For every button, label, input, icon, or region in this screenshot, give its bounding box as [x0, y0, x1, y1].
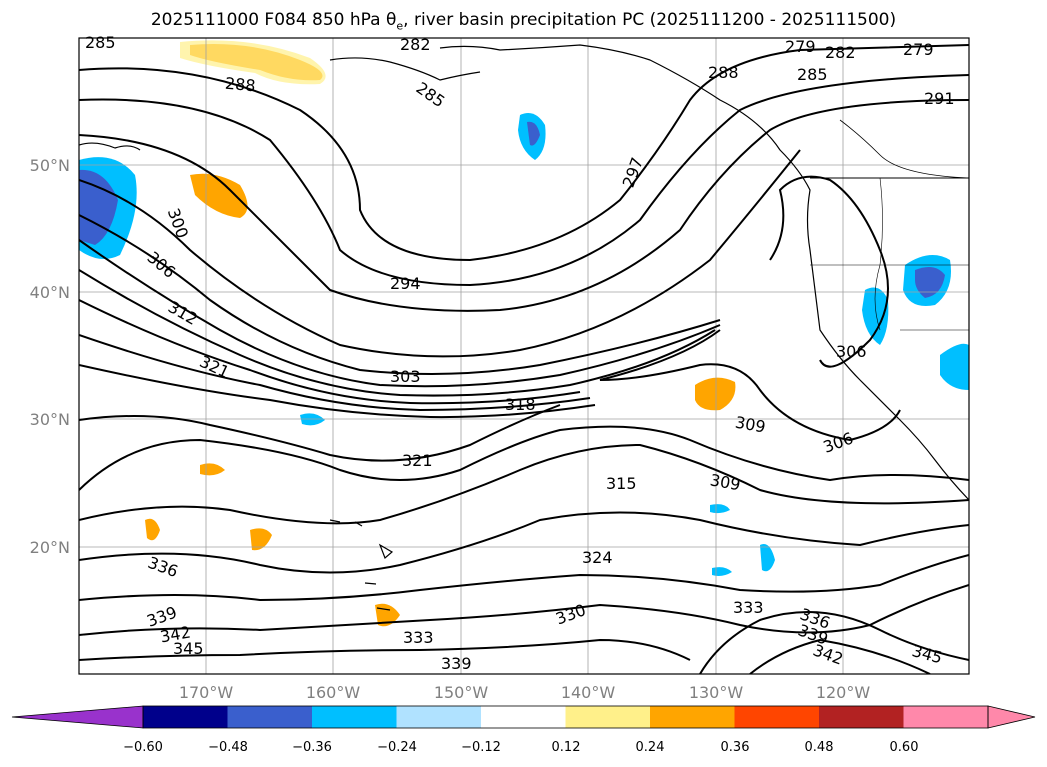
theta-e-contours — [79, 44, 969, 674]
colorbar-under-arrow — [11, 705, 144, 729]
colorbar-tick-label: 0.48 — [805, 740, 834, 755]
lat-tick-label: 50°N — [30, 156, 70, 175]
lon-tick-labels: 170°W 160°W 150°W 140°W 130°W 120°W — [179, 683, 871, 702]
lat-tick-label: 30°N — [30, 410, 70, 429]
contour-label: 288 — [224, 74, 256, 96]
contour-label: 345 — [173, 639, 204, 658]
lat-tick-label: 40°N — [30, 283, 70, 302]
colorbar-cell — [650, 706, 735, 728]
colorbar-tick-label: −0.60 — [123, 740, 163, 755]
colorbar-tick-label: 0.36 — [721, 740, 750, 755]
colorbar-tick-label: 0.24 — [636, 740, 665, 755]
shade-negative-baja — [760, 544, 775, 572]
map-frame — [78, 37, 970, 675]
shade-negative-south2 — [712, 567, 732, 576]
shade-positive-west2 — [190, 173, 248, 218]
colorbar-cell — [312, 706, 397, 728]
colorbar-cell — [903, 706, 989, 728]
colorbar-cell — [227, 706, 313, 728]
contour-label: 315 — [606, 474, 637, 493]
contour-label: 279 — [785, 37, 816, 56]
colorbar-cell — [819, 706, 904, 728]
colorbar-cell — [143, 706, 228, 728]
shade-positive-sw3 — [250, 528, 272, 551]
precipitation-shading — [79, 40, 969, 627]
contour-label: 303 — [390, 367, 421, 386]
shade-negative-gulf-core — [527, 121, 540, 146]
colorbar-over-arrow — [987, 705, 1036, 729]
colorbar-tick-label: −0.48 — [208, 740, 248, 755]
figure-title: 2025111000 F084 850 hPa θe, river basin … — [150, 10, 897, 33]
contour-label: 339 — [441, 654, 472, 673]
colorbar-tick-labels: −0.60 −0.48 −0.36 −0.24 −0.12 0.12 0.24 … — [123, 740, 918, 755]
shade-negative-se — [940, 343, 969, 390]
shade-negative-nw-us — [862, 287, 889, 345]
contour-label: 321 — [402, 451, 433, 470]
shade-positive-hawaii-s — [375, 603, 400, 627]
colorbar-cell — [396, 706, 482, 728]
shade-positive-mid — [695, 377, 736, 411]
shade-positive-sw2 — [145, 518, 160, 541]
contour-label: 306 — [836, 342, 867, 361]
shade-negative-rockies-core — [915, 266, 945, 298]
contour-label: 333 — [733, 598, 764, 617]
colorbar-cell — [565, 706, 651, 728]
contour-label: 282 — [825, 43, 856, 62]
coastlines — [79, 44, 969, 611]
colorbar: −0.60 −0.48 −0.36 −0.24 −0.12 0.12 0.24 … — [11, 705, 1036, 755]
contour-labels: 285 288 282 285 279 282 279 288 285 291 … — [85, 33, 955, 673]
colorbar-frame — [142, 705, 989, 729]
colorbar-tick-label: −0.12 — [461, 740, 501, 755]
colorbar-tick-label: −0.24 — [377, 740, 417, 755]
lon-tick-label: 120°W — [816, 683, 871, 702]
contour-label: 282 — [400, 35, 431, 54]
contour-label: 285 — [85, 33, 116, 52]
contour-label: 285 — [797, 65, 828, 84]
lat-tick-label: 20°N — [30, 538, 70, 557]
lon-tick-label: 150°W — [434, 683, 489, 702]
contour-label: 318 — [505, 395, 536, 414]
lon-tick-label: 130°W — [689, 683, 744, 702]
colorbar-cell — [734, 706, 820, 728]
shade-negative-south1 — [710, 504, 730, 514]
lon-tick-label: 160°W — [306, 683, 361, 702]
contour-label: 291 — [924, 89, 955, 108]
lat-tick-labels: 50°N 40°N 30°N 20°N — [30, 156, 70, 557]
colorbar-tick-label: −0.36 — [292, 740, 332, 755]
lon-tick-label: 170°W — [179, 683, 234, 702]
colorbar-tick-label: 0.60 — [890, 740, 919, 755]
colorbar-cell — [481, 706, 566, 728]
colorbar-tick-label: 0.12 — [552, 740, 581, 755]
shade-positive-aleutian-edge — [180, 40, 326, 85]
shade-negative-west-core — [79, 169, 118, 245]
contour-label: 324 — [582, 548, 613, 567]
contour-label: 279 — [903, 40, 934, 59]
colorbar-cells — [143, 706, 989, 728]
lon-tick-label: 140°W — [561, 683, 616, 702]
contour-label: 294 — [390, 274, 421, 293]
contour-label: 288 — [708, 63, 739, 82]
contour-label: 333 — [403, 628, 434, 647]
